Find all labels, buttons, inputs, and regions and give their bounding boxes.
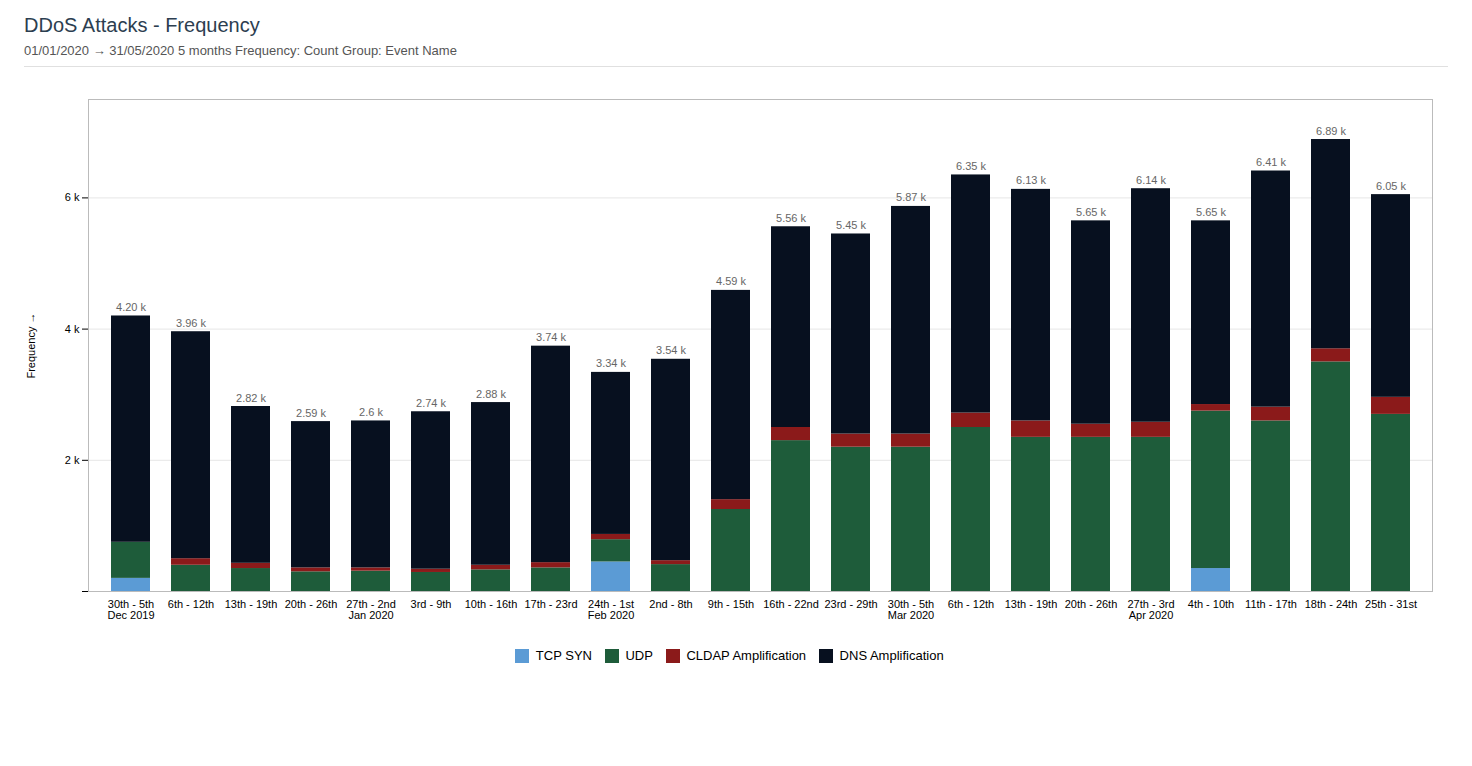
svg-text:4th - 10th: 4th - 10th [1188,598,1234,610]
html-text:DDoS Attacks - Frequency: DDoS Attacks - Frequency [24,14,260,36]
svg-text:3.54 k: 3.54 k [656,344,686,356]
svg-text:2nd - 8th: 2nd - 8th [649,598,692,610]
svg-text:6.35 k: 6.35 k [956,160,986,172]
svg-text:6th - 12th: 6th - 12th [948,598,994,610]
svg-text:6.13 k: 6.13 k [1016,174,1046,186]
svg-text:30th - 5thMar 2020: 30th - 5thMar 2020 [888,598,934,621]
svg-text:5.65 k: 5.65 k [1076,206,1106,218]
svg-text:6.89 k: 6.89 k [1316,125,1346,137]
svg-text:6 k: 6 k [65,191,80,203]
svg-text:2.6 k: 2.6 k [359,406,383,418]
svg-text:16th - 22nd: 16th - 22nd [763,598,819,610]
svg-text:4 k: 4 k [65,323,80,335]
svg-text:6.14 k: 6.14 k [1136,174,1166,186]
svg-text:2.88 k: 2.88 k [476,388,506,400]
svg-text:6.41 k: 6.41 k [1256,156,1286,168]
svg-text:3rd - 9th: 3rd - 9th [411,598,452,610]
svg-text:20th - 26th: 20th - 26th [285,598,338,610]
svg-text:4.59 k: 4.59 k [716,275,746,287]
html-text:UDP: UDP [625,648,653,663]
svg-text:6.05 k: 6.05 k [1376,180,1406,192]
svg-text:27th - 2ndJan 2020: 27th - 2ndJan 2020 [346,598,396,621]
svg-text:2.59 k: 2.59 k [296,407,326,419]
svg-text:3.34 k: 3.34 k [596,357,626,369]
svg-text:2.82 k: 2.82 k [236,392,266,404]
svg-text:5.65 k: 5.65 k [1196,206,1226,218]
svg-text:25th - 31st: 25th - 31st [1365,598,1417,610]
svg-text:5.45 k: 5.45 k [836,219,866,231]
svg-text:20th - 26th: 20th - 26th [1065,598,1118,610]
svg-text:Frequency →: Frequency → [25,312,37,378]
svg-text:3.74 k: 3.74 k [536,331,566,343]
svg-text:2 k: 2 k [65,454,80,466]
svg-text:6th - 12th: 6th - 12th [168,598,214,610]
svg-text:5.56 k: 5.56 k [776,212,806,224]
svg-text:4.20 k: 4.20 k [116,301,146,313]
html-text:TCP SYN: TCP SYN [535,648,592,663]
html-text:01/01/2020 → 31/05/2020 5 mont: 01/01/2020 → 31/05/2020 5 months Frequen… [24,43,457,58]
svg-text:17th - 23rd: 17th - 23rd [524,598,577,610]
svg-text:2.74 k: 2.74 k [416,397,446,409]
html-text:CLDAP Amplification: CLDAP Amplification [686,648,807,663]
svg-text:18th - 24th: 18th - 24th [1305,598,1358,610]
svg-text:9th - 15th: 9th - 15th [708,598,754,610]
svg-text:30th - 5thDec 2019: 30th - 5thDec 2019 [107,598,154,621]
svg-text:5.87 k: 5.87 k [896,191,926,203]
svg-text:13th - 19th: 13th - 19th [225,598,278,610]
svg-text:13th - 19th: 13th - 19th [1005,598,1058,610]
svg-text:11th - 17th: 11th - 17th [1245,598,1297,610]
html-text:DNS Amplification: DNS Amplification [839,648,944,663]
svg-text:23rd - 29th: 23rd - 29th [824,598,877,610]
svg-text:24th - 1stFeb 2020: 24th - 1stFeb 2020 [588,598,634,621]
svg-text:27th - 3rdApr 2020: 27th - 3rdApr 2020 [1127,598,1174,621]
svg-text:10th - 16th: 10th - 16th [465,598,518,610]
svg-text:3.96 k: 3.96 k [176,317,206,329]
